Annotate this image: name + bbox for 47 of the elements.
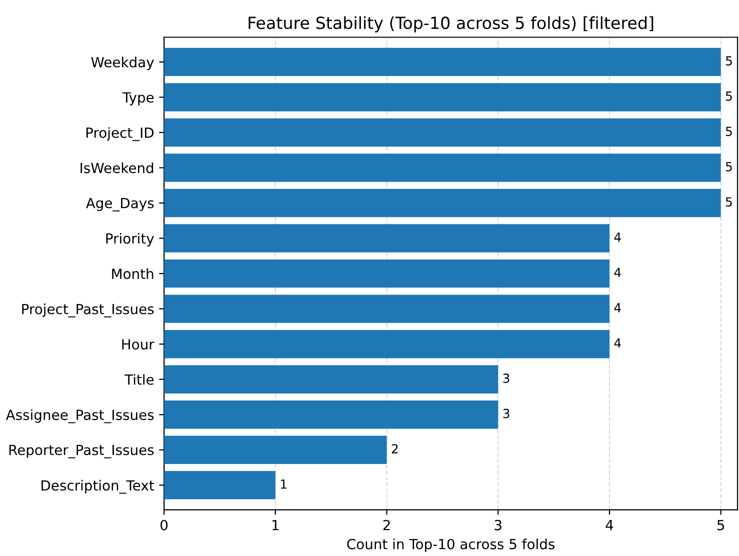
y-tick-label: Assignee_Past_Issues (6, 409, 154, 424)
y-tick-label: Description_Text (42, 480, 154, 494)
bar (164, 188, 721, 218)
bar (164, 48, 721, 76)
data-label: 5 (726, 197, 732, 207)
y-tick-label: Title (124, 374, 154, 385)
y-tick-label: Project_Past_Issues (22, 304, 154, 318)
data-label: 4 (614, 303, 621, 312)
x-tick-label: 2 (383, 520, 390, 530)
x-tick-label: 5 (717, 520, 724, 530)
bar (164, 365, 498, 394)
bar (164, 83, 721, 112)
x-tick-label: 3 (494, 520, 502, 530)
bar (164, 118, 721, 147)
x-tick-label: 0 (160, 520, 168, 530)
y-tick-label: Priority (106, 233, 154, 246)
data-label: 3 (503, 374, 510, 383)
y-tick-label: IsWeekend (80, 162, 154, 174)
data-label: 5 (726, 126, 732, 136)
x-axis-title: Count in Top-10 across 5 folds (347, 538, 554, 552)
data-label: 5 (726, 162, 732, 172)
y-tick-label: Hour (122, 339, 154, 350)
data-label: 4 (614, 338, 621, 348)
data-label: 2 (392, 444, 398, 454)
x-tick-label: 1 (272, 520, 279, 530)
data-label: 5 (726, 56, 732, 66)
data-label: 1 (280, 480, 286, 489)
bar (164, 154, 721, 182)
bar (164, 471, 276, 500)
y-tick-label: Project_ID (86, 127, 154, 142)
bar (164, 436, 387, 464)
data-label: 4 (614, 268, 621, 277)
data-label: 4 (614, 232, 621, 242)
bar (164, 330, 610, 358)
bar (164, 259, 610, 288)
y-tick-label: Month (112, 268, 154, 280)
bar (164, 400, 498, 429)
y-tick-label: Reporter_Past_Issues (9, 444, 154, 458)
y-tick-label: Weekday (91, 56, 154, 70)
x-tick-label: 4 (606, 520, 614, 530)
bar (164, 224, 610, 252)
y-tick-label: Age_Days (86, 198, 154, 212)
bar (164, 294, 610, 323)
data-label: 5 (726, 92, 732, 101)
y-tick-label: Type (122, 92, 154, 106)
data-label: 3 (503, 408, 510, 418)
chart-title: Feature Stability (Top-10 across 5 folds) [filtered] (248, 16, 654, 32)
